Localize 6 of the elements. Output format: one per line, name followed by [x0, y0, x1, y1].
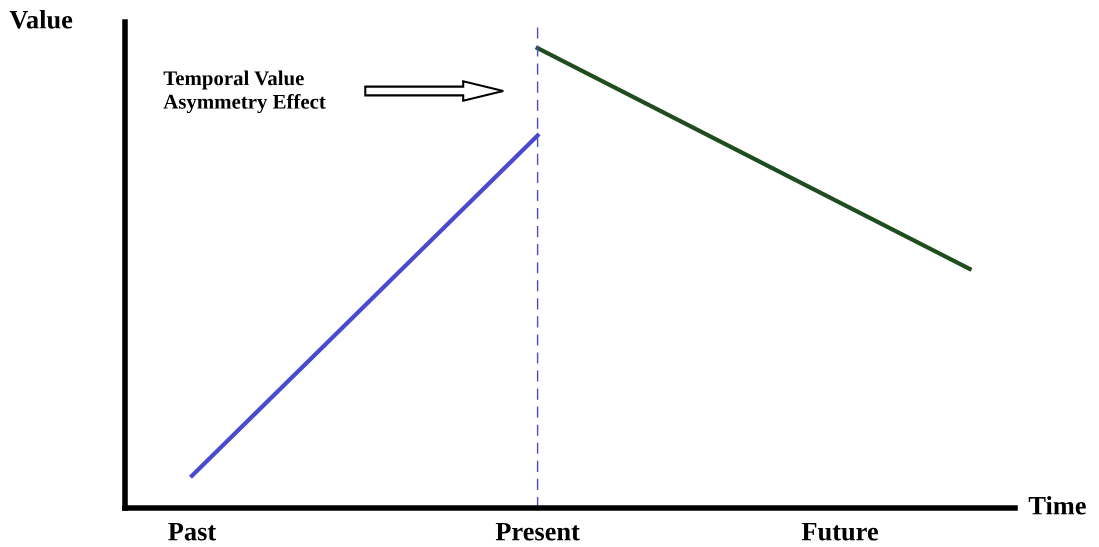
x-tick-label: Past	[168, 522, 217, 541]
x-axis-title: Time	[1028, 496, 1086, 515]
annotation: Temporal Value Asymmetry Effect	[163, 70, 326, 114]
x-tick-label: Future	[801, 522, 878, 541]
x-tick-label: Present	[495, 522, 580, 541]
y-axis-title: Value	[9, 10, 73, 29]
